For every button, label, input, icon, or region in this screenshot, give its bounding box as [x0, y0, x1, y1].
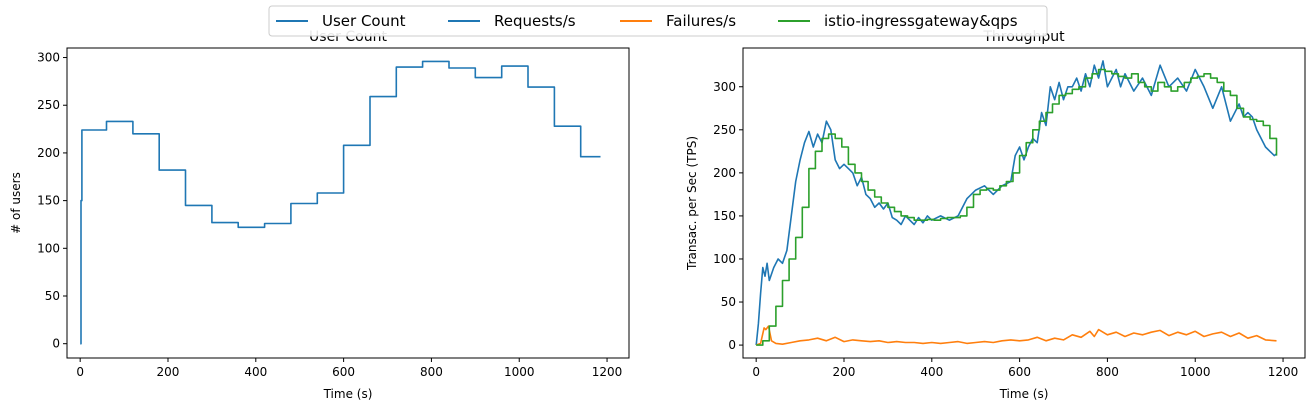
- throughput-y-tick-label: 100: [713, 252, 736, 266]
- legend-label-istio-qps: istio-ingressgateway&qps: [824, 12, 1018, 30]
- user-count-y-tick-label: 300: [37, 51, 60, 65]
- throughput-x-tick-label: 0: [752, 365, 760, 379]
- throughput-x-tick-label: 1200: [1268, 365, 1299, 379]
- user-count-x-tick-label: 1200: [592, 365, 623, 379]
- user-count-plot-frame: [66, 47, 630, 359]
- throughput-y-tick-label: 0: [728, 338, 736, 352]
- user-count-x-tick-label: 600: [332, 365, 355, 379]
- throughput-plot-frame: [742, 47, 1306, 359]
- series-line-user-count: [80, 60, 601, 345]
- user-count-y-tick-label: 150: [37, 194, 60, 208]
- throughput-y-tick-label: 50: [721, 295, 736, 309]
- legend-label-user-count: User Count: [322, 12, 406, 30]
- user-count-chart: User Count Time (s) # of users 0 200 400 60…: [9, 29, 630, 401]
- user-count-x-tick-label: 400: [244, 365, 267, 379]
- user-count-x-axis-label: Time (s): [323, 387, 373, 401]
- throughput-y-axis-label: Transac. per Sec (TPS): [685, 136, 699, 271]
- throughput-x-tick-label: 1000: [1180, 365, 1211, 379]
- throughput-x-tick-label: 400: [920, 365, 943, 379]
- throughput-x-tick-label: 600: [1008, 365, 1031, 379]
- user-count-y-tick-label: 200: [37, 146, 60, 160]
- legend: User Count Requests/s Failures/s istio-i…: [268, 5, 1048, 37]
- user-count-x-tick-label: 0: [76, 365, 84, 379]
- throughput-x-tick-label: 800: [1096, 365, 1119, 379]
- legend-label-failures: Failures/s: [666, 12, 736, 30]
- throughput-ticks: 0 200 400 600 800 1000 1200 0 50 100 150 200 250 300: [713, 80, 1298, 379]
- user-count-x-tick-label: 200: [157, 365, 180, 379]
- user-count-y-tick-label: 250: [37, 98, 60, 112]
- throughput-y-tick-label: 200: [713, 166, 736, 180]
- user-count-x-tick-label: 1000: [504, 365, 535, 379]
- user-count-x-tick-label: 800: [420, 365, 443, 379]
- throughput-y-tick-label: 250: [713, 123, 736, 137]
- user-count-y-tick-label: 100: [37, 241, 60, 255]
- throughput-x-tick-label: 200: [833, 365, 856, 379]
- series-line-failures-s: [755, 325, 1277, 346]
- throughput-y-tick-label: 150: [713, 209, 736, 223]
- series-line-requests-s: [755, 60, 1277, 346]
- user-count-y-tick-label: 50: [45, 289, 60, 303]
- series-line-istio-ingressgateway-qps: [756, 68, 1278, 346]
- throughput-chart: Throughput Time (s) Transac. per Sec (TP…: [685, 29, 1306, 401]
- throughput-series-layer: [755, 60, 1278, 346]
- throughput-y-tick-label: 300: [713, 80, 736, 94]
- user-count-y-axis-label: # of users: [9, 172, 23, 234]
- user-count-ticks: 0 200 400 600 800 1000 1200 0 50 100 150 200 250 300: [37, 51, 622, 379]
- throughput-x-axis-label: Time (s): [999, 387, 1049, 401]
- user-count-series-layer: [80, 60, 601, 345]
- legend-box: [268, 5, 1048, 37]
- user-count-y-tick-label: 0: [52, 337, 60, 351]
- legend-label-requests: Requests/s: [494, 12, 576, 30]
